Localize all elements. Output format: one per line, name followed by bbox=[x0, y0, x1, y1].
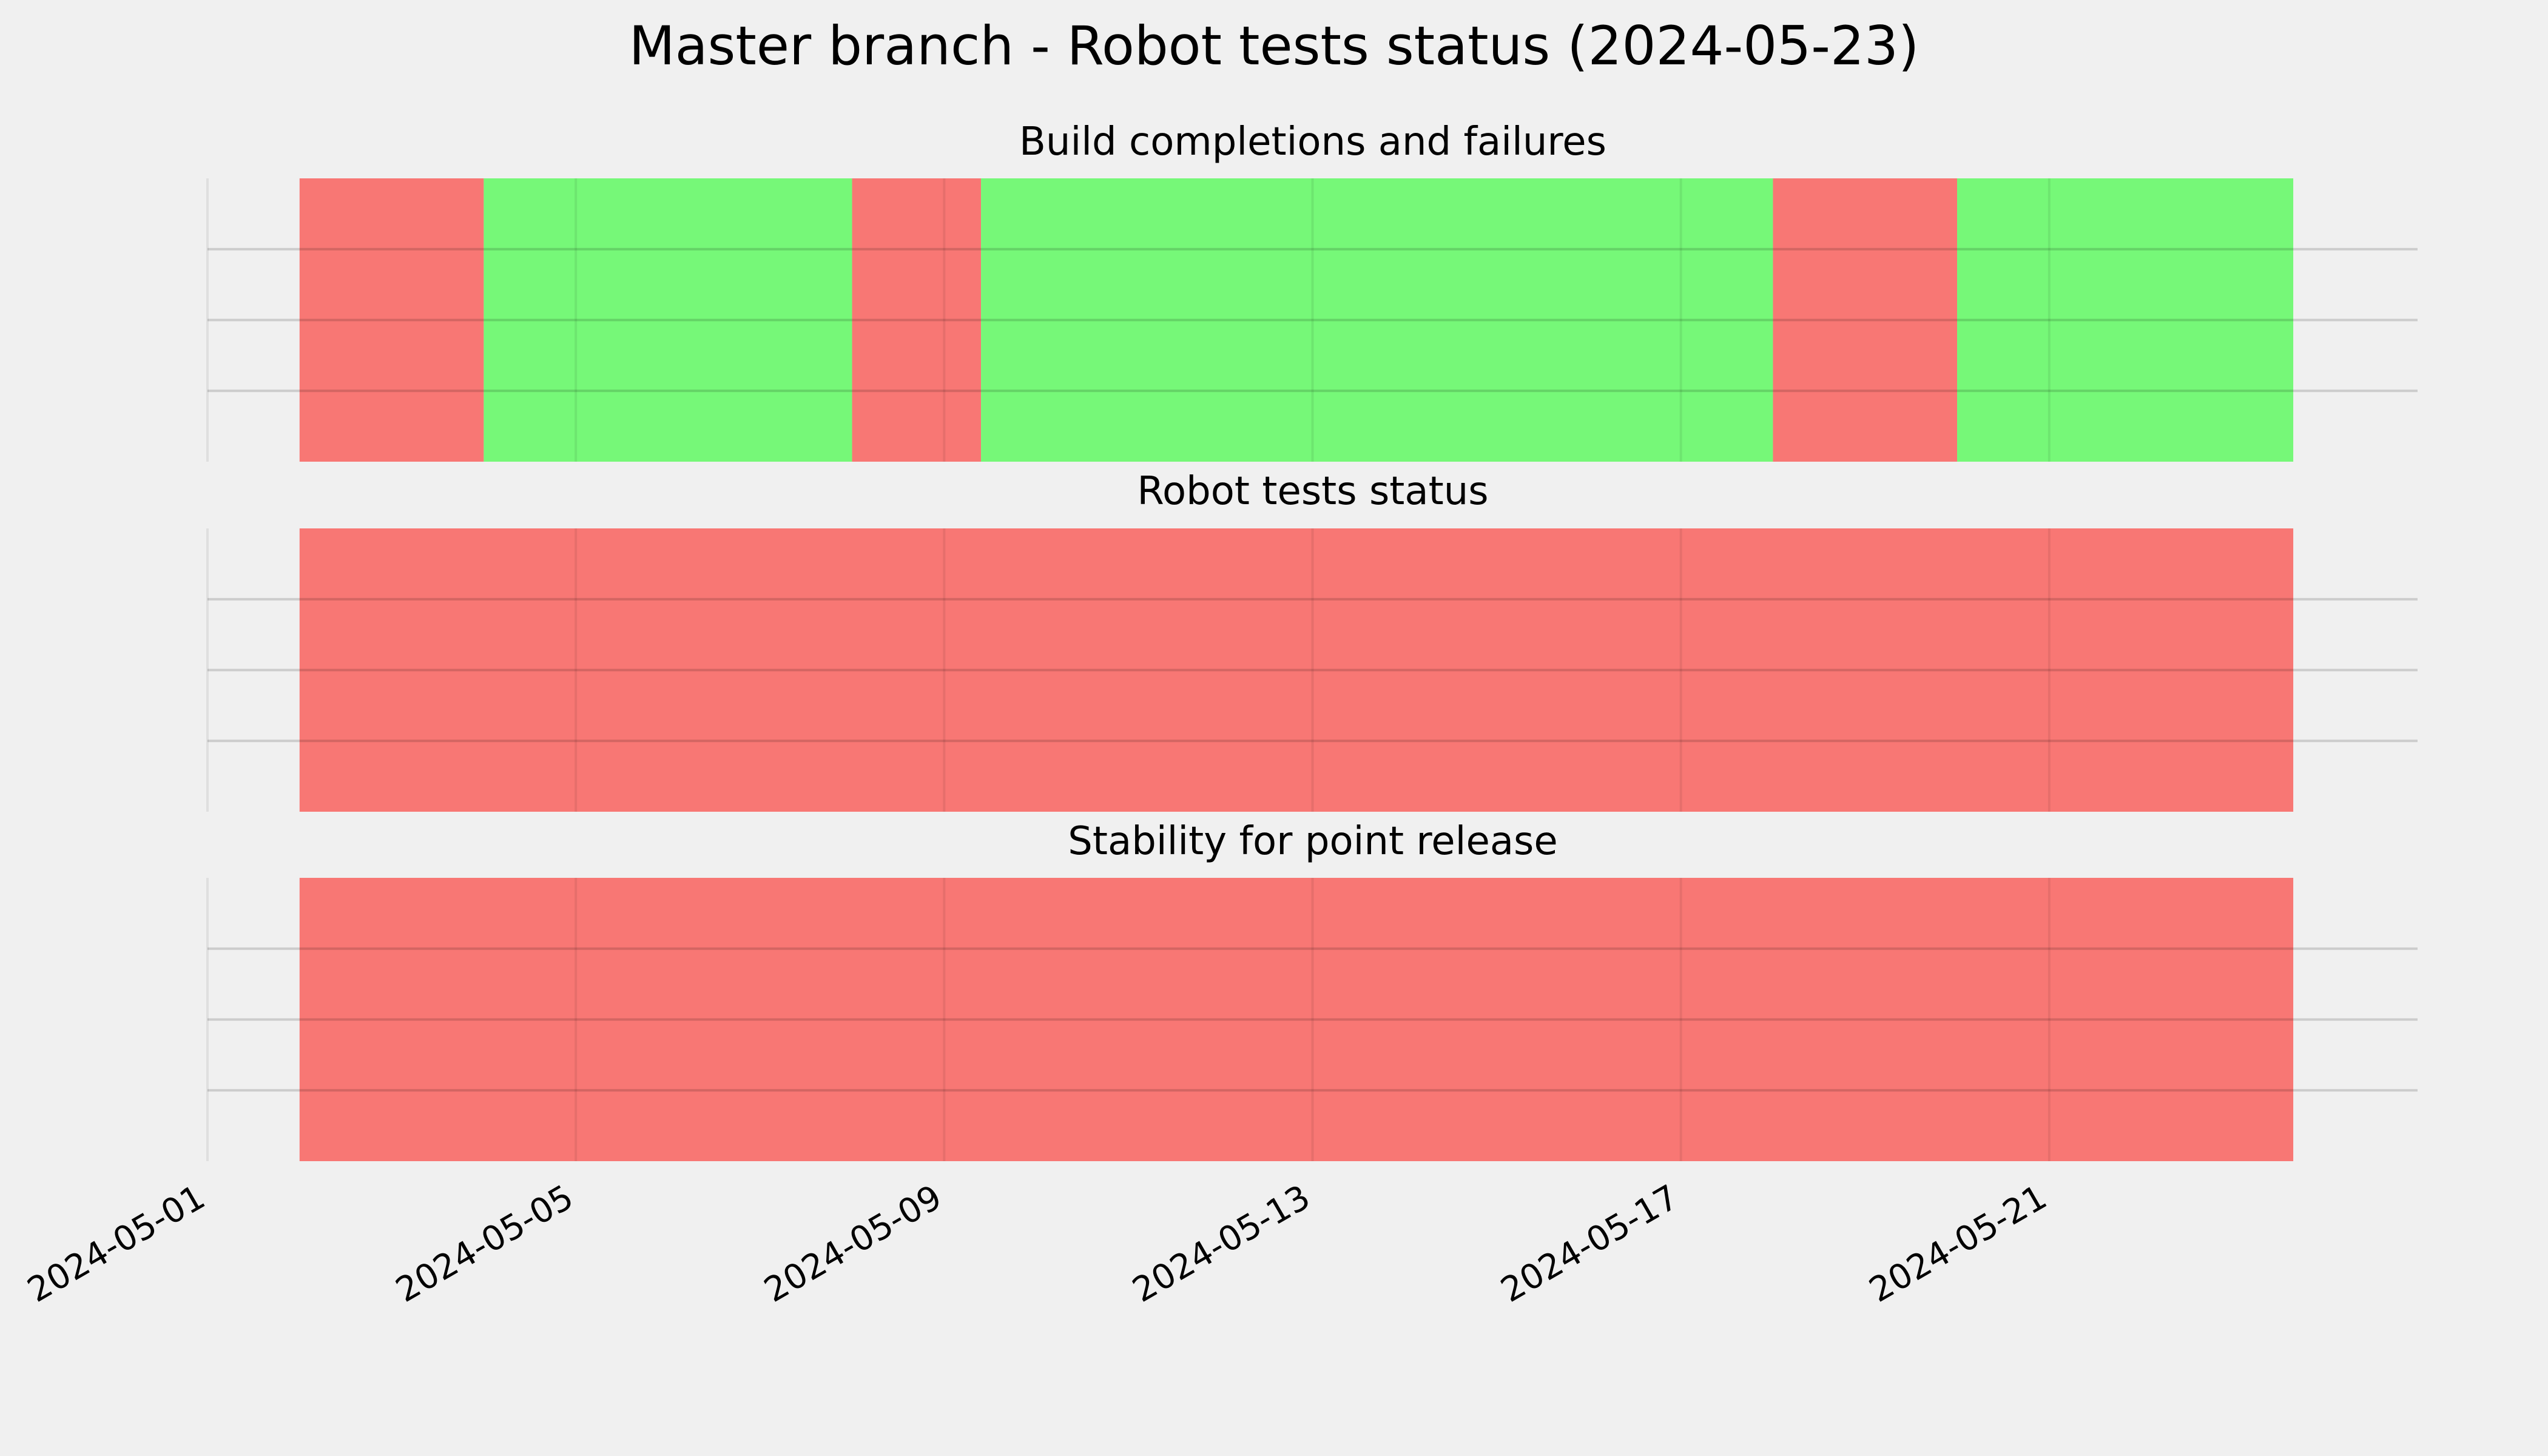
status-segment-fail bbox=[1773, 178, 1958, 462]
x-axis: 2024-05-01 2024-05-05 2024-05-09 2024-05-13… bbox=[21, 1178, 2054, 1310]
status-segment-fail bbox=[299, 878, 2294, 1161]
panels-layer: Build completions and failures Robot test… bbox=[206, 120, 2418, 1161]
panel-title: Stability for point release bbox=[1068, 819, 1558, 864]
x-tick-label: 2024-05-21 bbox=[1862, 1178, 2053, 1310]
panel-title: Build completions and failures bbox=[1019, 120, 1606, 164]
panel-2: Robot tests status bbox=[206, 469, 2418, 812]
panel-3: Stability for point release bbox=[206, 819, 2418, 1161]
panel-title: Robot tests status bbox=[1137, 469, 1488, 514]
x-tick-label: 2024-05-01 bbox=[21, 1178, 212, 1310]
panel-1: Build completions and failures bbox=[206, 120, 2418, 462]
chart-title: Master branch - Robot tests status (2024… bbox=[629, 15, 1919, 77]
status-segment-fail bbox=[852, 178, 982, 462]
status-segment-pass bbox=[981, 178, 1773, 462]
x-tick-label: 2024-05-13 bbox=[1126, 1178, 1316, 1310]
x-tick-label: 2024-05-09 bbox=[758, 1178, 948, 1310]
status-segment-pass bbox=[484, 178, 852, 462]
x-tick-label: 2024-05-17 bbox=[1494, 1178, 1685, 1310]
status-segment-fail bbox=[299, 528, 2294, 812]
x-tick-label: 2024-05-05 bbox=[389, 1178, 580, 1310]
status-segment-pass bbox=[1957, 178, 2294, 462]
status-segment-fail bbox=[299, 178, 484, 462]
